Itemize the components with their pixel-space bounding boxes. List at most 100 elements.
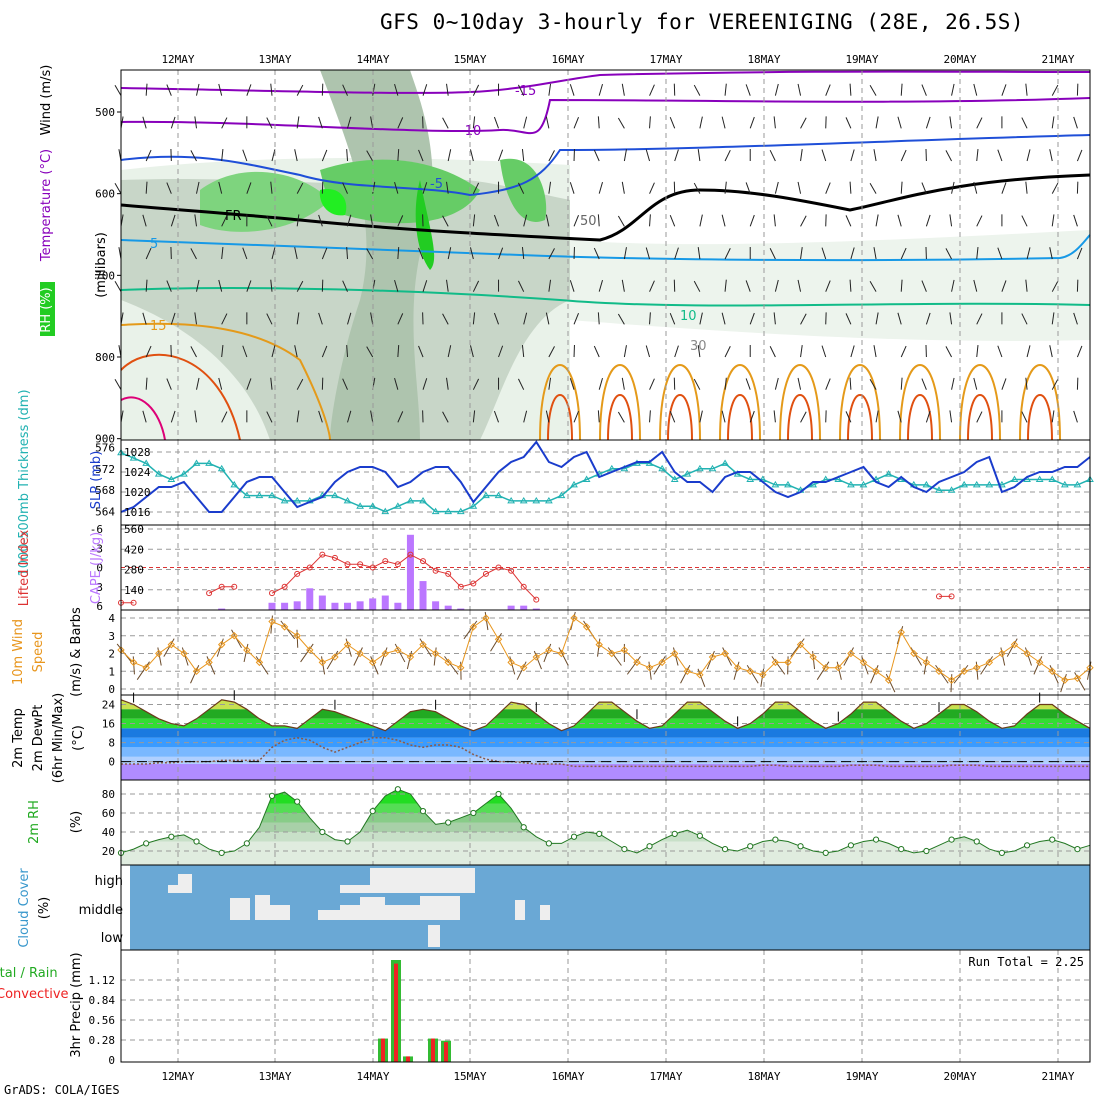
wind-barb [774,279,779,292]
wind-barb [1073,116,1078,129]
wind-barb [347,312,352,325]
wind-barb [469,345,474,358]
wind-barb [945,346,953,358]
wind-barb [925,116,931,129]
cape-bar [369,598,377,610]
wind-barb [800,345,803,358]
wind-barb [774,181,779,194]
pressure-tick-label: 900 [95,433,115,446]
wind-speed-marker [293,632,301,640]
wind-barb [346,345,349,358]
wind-speed-marker [910,649,918,658]
wind-barb [649,410,651,423]
precip-convective-bar [431,1038,435,1062]
wind-barb [721,410,726,423]
wind-barb [1025,279,1028,292]
wind-barb-10m [953,664,969,684]
wind-barb [1001,84,1007,96]
wind-barb [845,411,852,423]
wind-barb [548,248,555,260]
wind-barb-10m [607,647,622,666]
wind-barb [850,247,855,260]
precip-legend-convective: Convective [0,987,69,1002]
thickness-marker [1073,480,1082,488]
wind-barb [845,117,852,129]
wind-background [121,610,1090,695]
slp-tick-label: 1016 [124,506,151,519]
wind-barb [749,312,755,325]
rh-marker [747,843,754,850]
wind-barb [170,116,176,129]
wind-speed-marker [444,658,452,667]
thickness-marker [998,480,1006,488]
rh-marker [218,849,225,857]
wind-barb-10m [885,673,896,693]
thickness-marker [771,480,780,488]
wind-barb [447,149,452,162]
wind-barb [997,149,1003,162]
lifted-index-marker [495,564,502,571]
wind-barb [318,116,323,129]
thickness-marker [1048,475,1057,482]
wind-speed-marker [796,640,805,649]
wind-barb [545,214,550,227]
wind-speed-marker [243,646,251,654]
wind-barb [949,214,953,227]
rh-shade-8 [500,158,547,222]
wind-speed-marker [331,653,339,661]
isotherm-15-lobe [539,364,581,441]
thickness-marker [393,502,402,509]
wind-speed-marker [633,658,641,667]
wind-barb [1051,182,1059,194]
wind-barb [945,248,953,260]
wind-barb [221,149,224,162]
wind-barb [1076,149,1083,162]
cloud-block [318,910,340,920]
wind-barb [699,214,703,227]
rh-tick-label: 60 [102,807,115,820]
wind-barb [472,116,476,129]
wind-speed-marker [771,658,780,667]
wind-barb [271,149,276,162]
thickness-marker [582,475,591,482]
wind-barb [145,345,152,358]
wind-barb [1076,345,1083,358]
isotherm-label: 50 [580,214,597,229]
wind-barb [745,182,751,194]
cape-bar [218,608,226,610]
rh-marker [419,808,427,815]
wind-barb [194,312,198,325]
wind-barb [649,84,655,96]
wind-barb [523,214,528,227]
date-label-top: 20MAY [943,53,976,66]
wind-barb [296,410,300,423]
isotherm-20-lobe [967,394,993,441]
wind-barb [472,378,480,390]
wind-barb [1025,377,1028,390]
wind-barb [218,181,223,194]
wind-barb [597,312,600,325]
wind-barb [521,149,525,162]
thickness-tick-label: 576 [95,441,115,454]
slp-tick-label: 1024 [124,466,151,479]
wind-barb [1021,313,1028,325]
wind-barb [897,214,902,227]
wind-barb [869,85,877,96]
wind-barb-10m [1033,656,1043,675]
wind-speed-marker [1035,658,1044,667]
wind-barb-10m [490,633,502,652]
wind-barb [114,281,122,292]
wind-barb [951,83,955,96]
wind-barb [422,378,428,390]
wind-barb-10m [419,638,432,657]
pressure-tick-label: 700 [95,269,115,282]
wind-speed-marker [759,671,767,679]
wind-barb [693,280,701,292]
thickness-marker [884,470,893,477]
wind-barb [997,247,1003,260]
wind-barb [166,280,172,292]
wind-barb [170,410,176,423]
wind-barb [370,410,374,423]
lifted-tick-label: -3 [90,542,103,555]
wind-barb [900,181,903,194]
